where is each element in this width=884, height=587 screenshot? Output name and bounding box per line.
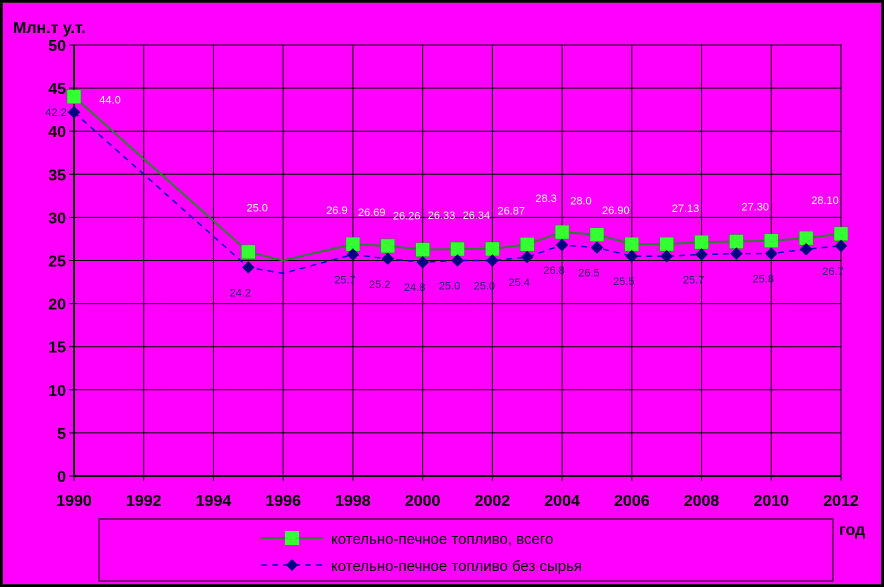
series-2-point [416, 255, 429, 269]
legend-label-2: котельно-печное топливо без сырья [331, 558, 582, 575]
series-2-point [764, 247, 778, 260]
series-2-point [381, 252, 395, 266]
series-1-point [764, 233, 779, 248]
series-2-point [241, 261, 255, 274]
data-markers [66, 89, 849, 274]
y-tick-label: 30 [48, 210, 66, 227]
series-1-point [519, 237, 535, 252]
series-2-data-label: 25.0 [439, 281, 460, 293]
y-tick-label: 0 [57, 469, 66, 486]
legend-box [98, 518, 834, 582]
series-1-point [415, 242, 430, 257]
series-2-point [520, 250, 534, 264]
series-1-point [241, 244, 256, 260]
series-2-data-label: 25.4 [509, 277, 530, 289]
data-labels: 44.0 25.0 26.9 26.69 26.26 26.33 26.34 26.87 28.… [45, 95, 843, 300]
y-tick-label: 45 [48, 81, 66, 98]
series-1-point [589, 227, 605, 242]
series-1-point [450, 241, 465, 257]
x-tick-label: 1990 [56, 493, 92, 510]
series-2-point [486, 254, 499, 267]
x-tick-label: 2004 [544, 493, 580, 510]
series-2-data-label: 25.2 [369, 279, 390, 291]
series-2-data-label: 25.7 [334, 274, 355, 286]
legend: котельно-печное топливо, всего котельно-п… [98, 518, 834, 582]
series-2-data-label: 24.2 [230, 287, 251, 299]
x-tick-label: 2010 [753, 493, 789, 510]
legend-marker-diamond [286, 559, 298, 571]
series-1-data-label: 26.33 [428, 210, 456, 222]
series-1-data-label: 26.34 [463, 210, 491, 222]
series-1-point [66, 89, 82, 104]
series-2-data-label: 25.8 [753, 274, 774, 286]
series-1-data-label: 27.13 [672, 203, 700, 215]
series-2-data-label: 26.8 [543, 265, 564, 277]
y-tick-label: 35 [48, 167, 66, 184]
series-1-point [833, 226, 849, 242]
y-tick-label: 20 [48, 297, 66, 314]
x-tick-label: 2002 [475, 493, 511, 510]
y-tick-label: 25 [48, 254, 66, 271]
series-2-point [555, 238, 569, 252]
series-1-data-label: 26.9 [326, 205, 347, 217]
series-1-point [380, 238, 396, 254]
series-2-point [799, 242, 813, 256]
series-2-data-label: 26.5 [578, 268, 599, 280]
series-2-point [834, 239, 848, 253]
series-1-point [729, 234, 744, 249]
line-chart: 0 5 10 15 20 25 30 35 40 45 50 1990 1992 1994 1996 1998… [13, 20, 865, 582]
x-tick-label: 1992 [126, 493, 162, 510]
series-2-point [695, 248, 708, 261]
x-tick-label: 1996 [265, 493, 301, 510]
series-2-point [730, 247, 743, 260]
series-1-point [485, 241, 500, 257]
series-1-data-label: 28.3 [535, 193, 556, 205]
series-line-1 [73, 95, 842, 262]
series-1-data-label: 25.0 [246, 203, 267, 215]
x-tick-label: 2012 [823, 493, 859, 510]
series-2-point [67, 105, 81, 119]
series-1-data-label: 26.26 [393, 211, 421, 223]
legend-marker-square [285, 531, 299, 545]
series-1-data-label: 26.87 [497, 205, 525, 217]
series-2-point [346, 248, 360, 261]
series-1-data-label: 26.90 [602, 205, 630, 217]
series-1-data-label: 28.0 [570, 196, 591, 208]
y-tick-label: 5 [57, 426, 66, 443]
series-2-data-label: 42.2 [45, 107, 66, 119]
y-tick-label: 50 [48, 38, 66, 55]
x-tick-label: 2000 [405, 493, 441, 510]
series-1-data-label: 27.30 [742, 202, 770, 214]
series-2-point [625, 249, 639, 263]
legend-label-1: котельно-печное топливо, всего [331, 531, 553, 548]
series-2-data-label: 25.5 [613, 276, 634, 288]
series-1-point [554, 224, 570, 240]
y-tick-label: 40 [48, 124, 66, 141]
series-1-data-label: 44.0 [99, 95, 120, 107]
series-2-point [660, 249, 674, 263]
x-tick-label: 1998 [335, 493, 371, 510]
series-2-data-label: 24.8 [404, 282, 425, 294]
axes: 0 5 10 15 20 25 30 35 40 45 50 1990 1992 1994 1996 1998… [48, 38, 859, 510]
series-1-data-label: 26.69 [358, 207, 386, 219]
series-1-point [659, 236, 674, 252]
series-2-data-label: 25.0 [474, 281, 495, 293]
series-2-data-label: 25.7 [683, 274, 704, 286]
series-1-data-label: 28.10 [811, 195, 839, 207]
series-2-point [590, 241, 604, 254]
y-axis-title: Млн.т у.т. [13, 20, 86, 37]
series-2-data-label: 26.7 [822, 266, 843, 278]
x-tick-label: 1994 [196, 493, 232, 510]
series-1-point [694, 234, 709, 250]
series-2-point [451, 254, 464, 267]
x-axis-title: год [839, 522, 865, 539]
y-tick-label: 15 [48, 340, 66, 357]
y-tick-label: 10 [48, 383, 66, 400]
series-1-point [624, 236, 640, 252]
x-tick-label: 2008 [684, 493, 720, 510]
x-tick-label: 2006 [614, 493, 650, 510]
